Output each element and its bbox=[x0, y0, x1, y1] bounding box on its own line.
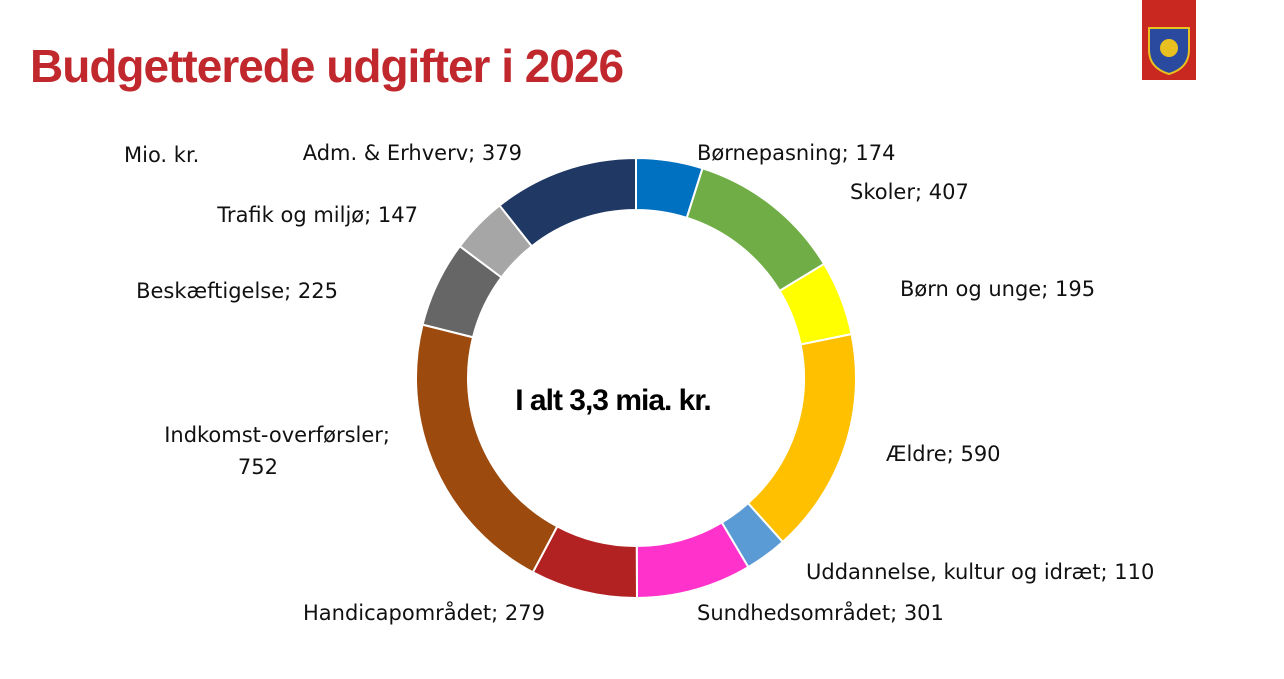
data-label: Trafik og miljø; 147 bbox=[216, 203, 418, 227]
data-label: Børnepasning; 174 bbox=[697, 141, 896, 165]
chart-title: Budgetterede udgifter i 2026 bbox=[30, 40, 623, 92]
data-label: Adm. & Erhverv; 379 bbox=[303, 141, 522, 165]
logo bbox=[1142, 0, 1196, 80]
data-label: Børn og unge; 195 bbox=[900, 277, 1095, 301]
data-label-line: Indkomst-overførsler; bbox=[164, 423, 390, 447]
data-label: Indkomst-overførsler; 752 bbox=[164, 423, 390, 479]
donut-segment bbox=[685, 167, 826, 293]
data-label: Uddannelse, kultur og idræt; 110 bbox=[806, 560, 1154, 584]
donut-segment bbox=[415, 323, 559, 574]
data-label: Beskæftigelse; 225 bbox=[136, 279, 338, 303]
donut-segment bbox=[498, 156, 637, 248]
data-label: Handicapområdet; 279 bbox=[303, 600, 545, 625]
data-label: Sundhedsområdet; 301 bbox=[697, 600, 944, 625]
data-label-line: 752 bbox=[238, 455, 278, 479]
data-label: Skoler; 407 bbox=[850, 180, 969, 204]
center-label: I alt 3,3 mia. kr. bbox=[515, 384, 710, 417]
donut-segment bbox=[746, 332, 857, 544]
unit-label: Mio. kr. bbox=[124, 143, 199, 167]
logo-emblem bbox=[1160, 39, 1178, 57]
data-label: Ældre; 590 bbox=[886, 442, 1001, 466]
